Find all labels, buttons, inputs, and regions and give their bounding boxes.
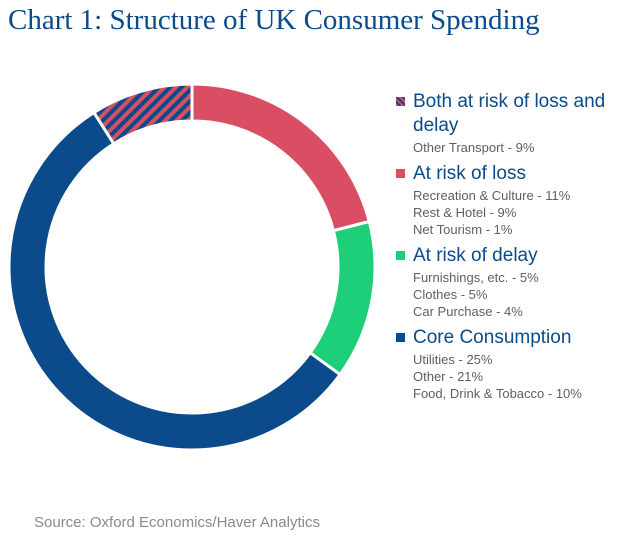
legend-head-loss: At risk of loss [396, 162, 618, 186]
legend-item-other: Other - 21% [413, 369, 484, 384]
legend-items-loss: Recreation & Culture - 11% Rest & Hotel … [396, 187, 618, 238]
legend-item-rest-hotel: Rest & Hotel - 9% [413, 205, 517, 220]
legend-swatch-both [396, 97, 405, 106]
legend-group-both: Both at risk of loss and delay Other Tra… [396, 90, 618, 156]
donut-slice-at-risk-of-loss [190, 82, 372, 233]
donut-slice-both-at-risk-of-loss-and-delay [91, 82, 194, 146]
page-title: Chart 1: Structure of UK Consumer Spendi… [8, 4, 540, 36]
donut-slice-at-risk-of-delay [308, 219, 377, 377]
legend-label-core: Core Consumption [413, 327, 572, 348]
legend-group-loss: At risk of loss Recreation & Culture - 1… [396, 162, 618, 238]
legend-group-delay: At risk of delay Furnishings, etc. - 5% … [396, 244, 618, 320]
legend: Both at risk of loss and delay Other Tra… [396, 90, 618, 408]
legend-head-core: Core Consumption [396, 326, 618, 350]
legend-item-other-transport: Other Transport - 9% [413, 140, 535, 155]
legend-items-core: Utilities - 25% Other - 21% Food, Drink … [396, 351, 618, 402]
legend-item-clothes: Clothes - 5% [413, 287, 488, 302]
legend-label-both: Both at risk of loss and delay [413, 91, 606, 136]
legend-label-loss: At risk of loss [413, 163, 526, 184]
legend-items-delay: Furnishings, etc. - 5% Clothes - 5% Car … [396, 269, 618, 320]
legend-swatch-delay [396, 251, 405, 260]
legend-swatch-core [396, 333, 405, 342]
legend-item-car-purchase: Car Purchase - 4% [413, 304, 523, 319]
legend-label-delay: At risk of delay [413, 245, 538, 266]
legend-item-net-tourism: Net Tourism - 1% [413, 222, 513, 237]
legend-item-food-drink-tobacco: Food, Drink & Tobacco - 10% [413, 386, 582, 401]
legend-head-delay: At risk of delay [396, 244, 618, 268]
donut-slice-core-consumption [7, 110, 343, 452]
source-note: Source: Oxford Economics/Haver Analytics [34, 514, 320, 531]
legend-swatch-loss [396, 169, 405, 178]
donut-slices [7, 82, 377, 452]
legend-items-both: Other Transport - 9% [396, 139, 618, 156]
legend-item-furnishings: Furnishings, etc. - 5% [413, 270, 539, 285]
legend-item-utilities: Utilities - 25% [413, 352, 493, 367]
legend-group-core: Core Consumption Utilities - 25% Other -… [396, 326, 618, 402]
legend-head-both: Both at risk of loss and delay [396, 90, 618, 138]
legend-item-recreation-culture: Recreation & Culture - 11% [413, 188, 571, 203]
